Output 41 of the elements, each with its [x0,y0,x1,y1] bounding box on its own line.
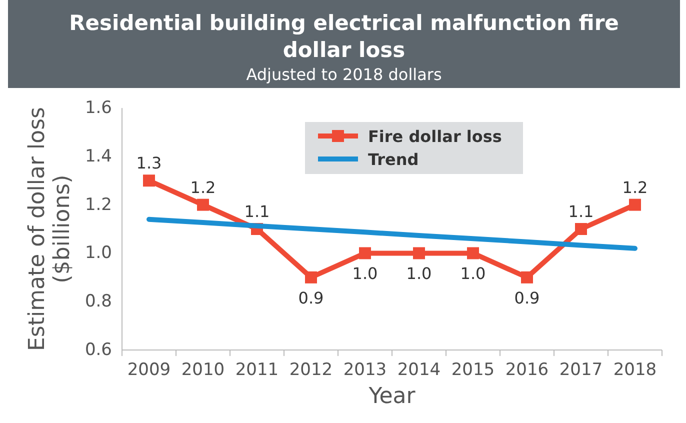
point [629,198,641,211]
x-tick-label: 2012 [289,360,333,380]
y-tick-label: 1.0 [84,243,112,264]
data-label: 0.9 [298,288,324,308]
point [305,271,317,284]
point [413,247,425,260]
x-tick-label: 2017 [559,360,603,380]
y-tick-label: 1.6 [84,98,112,118]
chart-subtitle: Adjusted to 2018 dollars [246,65,442,84]
y-tick-label: 0.6 [84,340,112,360]
y-tick-label: 0.8 [84,292,112,312]
data-label: 1.1 [568,202,594,221]
y-tick-label: 1.2 [84,194,112,215]
chart-title: Residential building electrical malfunction fire dollar loss [69,11,619,62]
x-axis-title: Year [368,384,416,409]
y-tick-label: 1.4 [84,146,112,166]
data-label: 1.2 [622,178,648,197]
x-tick-label: 2018 [613,360,657,380]
x-tick-label: 2013 [343,360,387,380]
point [467,247,479,260]
legend-label: Trend [368,150,419,169]
x-tick-label: 2014 [397,360,441,380]
data-label: 1.0 [406,264,432,284]
data-label: 1.0 [352,264,378,284]
data-label: 0.9 [514,288,540,308]
data-label: 1.3 [136,154,162,173]
point [575,223,587,235]
point [359,247,371,260]
point [197,198,209,211]
data-label: 1.2 [190,178,216,197]
point [143,174,155,187]
point [521,271,533,284]
legend-label: Fire dollar loss [368,127,502,146]
x-tick-label: 2015 [451,360,495,380]
data-label: 1.0 [460,264,486,284]
x-tick-label: 2016 [505,360,549,380]
y-axis-title: Estimate of dollar loss ($billions) [25,106,75,352]
x-tick-label: 2010 [181,360,225,380]
x-tick-label: 2011 [235,360,279,380]
x-tick-label: 2009 [127,360,171,380]
data-label: 1.1 [244,202,270,221]
